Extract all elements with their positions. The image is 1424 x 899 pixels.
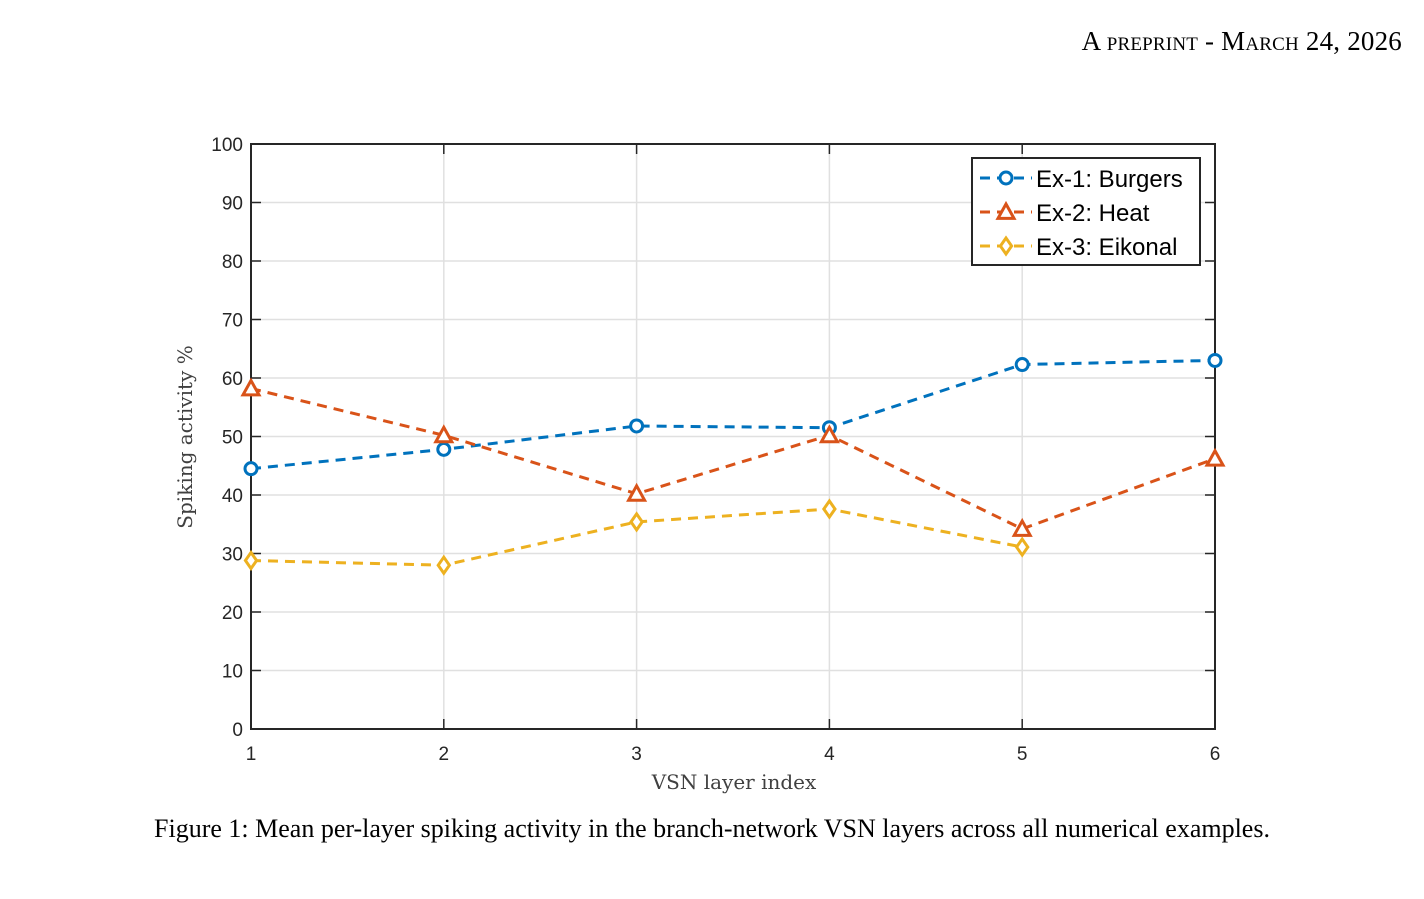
series-line bbox=[250, 507, 1023, 567]
axes: 0 10 20 30 40 50 60 70 80 90 100 1 2 3 4 5 6 bbox=[211, 135, 1220, 765]
x-tick-label: 2 bbox=[439, 744, 450, 765]
data-point bbox=[1014, 536, 1030, 558]
legend-label: Ex-3: Eikonal bbox=[1036, 234, 1177, 261]
data-point bbox=[243, 461, 259, 477]
data-point bbox=[818, 424, 840, 444]
x-tick-label: 6 bbox=[1210, 744, 1221, 765]
data-point bbox=[240, 377, 262, 397]
y-tick-label: 70 bbox=[222, 311, 243, 332]
data-point bbox=[1204, 447, 1226, 467]
x-tick-label: 3 bbox=[631, 744, 642, 765]
series-3 bbox=[243, 498, 1030, 576]
y-tick-label: 50 bbox=[222, 428, 243, 449]
legend-label: Ex-2: Heat bbox=[1036, 200, 1150, 227]
data-point bbox=[629, 511, 645, 533]
series-2 bbox=[240, 377, 1226, 537]
series-line bbox=[250, 387, 1216, 531]
data-point bbox=[433, 424, 455, 444]
y-tick-label: 30 bbox=[222, 545, 243, 566]
data-point bbox=[436, 554, 452, 576]
legend-marker bbox=[998, 235, 1014, 257]
data-point bbox=[1207, 352, 1223, 368]
data-point bbox=[821, 498, 837, 520]
y-tick-label: 90 bbox=[222, 194, 243, 215]
data-point bbox=[243, 549, 259, 572]
x-axis-label: VSN layer index bbox=[651, 770, 817, 794]
x-tick-label: 1 bbox=[246, 744, 257, 765]
legend-item: Ex-3: Eikonal bbox=[980, 234, 1177, 261]
legend-item: Ex-1: Burgers bbox=[980, 166, 1183, 193]
figure-caption: Figure 1: Mean per-layer spiking activit… bbox=[154, 814, 1270, 843]
y-tick-label: 60 bbox=[222, 369, 243, 390]
y-axis-label: Spiking activity % bbox=[173, 345, 197, 528]
y-tick-label: 20 bbox=[222, 603, 243, 624]
y-tick-label: 40 bbox=[222, 486, 243, 507]
y-tick-label: 10 bbox=[222, 662, 243, 683]
series-line bbox=[250, 358, 1216, 471]
x-tick-label: 5 bbox=[1017, 744, 1028, 765]
data-point bbox=[1014, 357, 1030, 373]
data-point bbox=[436, 441, 452, 457]
running-header: A preprint - March 24, 2026 bbox=[1081, 26, 1402, 56]
x-tick-label: 4 bbox=[824, 744, 835, 765]
series bbox=[240, 352, 1226, 576]
y-tick-label: 100 bbox=[211, 135, 243, 156]
legend-marker bbox=[995, 200, 1017, 220]
data-point bbox=[1011, 517, 1033, 537]
legend-label: Ex-1: Burgers bbox=[1036, 166, 1183, 193]
legend-item: Ex-2: Heat bbox=[980, 200, 1150, 227]
y-tick-label: 0 bbox=[232, 720, 243, 741]
legend-marker bbox=[998, 170, 1014, 186]
legend: Ex-1: Burgers Ex-2: Heat Ex-3: Eikonal bbox=[971, 157, 1201, 266]
data-point bbox=[629, 418, 645, 434]
data-point bbox=[626, 482, 648, 502]
y-tick-label: 80 bbox=[222, 252, 243, 273]
series-1 bbox=[243, 352, 1223, 477]
